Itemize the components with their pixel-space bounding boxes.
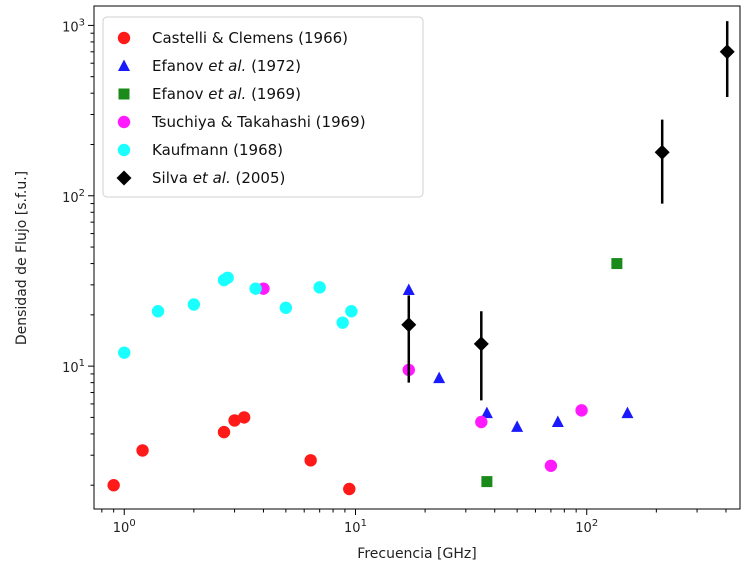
data-point (544, 459, 558, 472)
data-point (433, 371, 446, 384)
legend-marker (117, 115, 131, 129)
data-point (654, 144, 670, 160)
data-point (279, 301, 293, 314)
legend-marker (116, 170, 132, 186)
y-tick-label: 102 (62, 188, 85, 206)
data-point (480, 406, 493, 419)
x-tick-label: 100 (113, 518, 136, 536)
data-point (336, 316, 349, 329)
legend-box (102, 16, 424, 198)
data-point (481, 476, 493, 488)
data-point (345, 305, 358, 318)
data-markers (107, 21, 735, 496)
x-axis-label: Frecuencia [GHz] (357, 546, 476, 562)
data-point (343, 482, 356, 496)
data-point (187, 298, 201, 311)
legend-label: Efanov et al. (1972) (152, 57, 301, 75)
legend-marker (117, 143, 131, 157)
legend-label: Tsuchiya & Takahashi (1969) (151, 113, 366, 131)
data-point (719, 44, 735, 60)
data-point (313, 281, 326, 294)
data-point (511, 420, 524, 432)
legend-label: Silva et al. (2005) (152, 169, 285, 187)
legend-marker (118, 59, 130, 71)
data-point (621, 406, 634, 419)
x-tick-label: 101 (344, 518, 367, 536)
legend-label: Kaufmann (1968) (152, 141, 283, 159)
data-point (611, 258, 623, 270)
data-point (475, 415, 488, 429)
data-point (107, 479, 120, 492)
data-point (304, 454, 317, 467)
y-tick-label: 103 (62, 17, 85, 35)
legend-label: Efanov et al. (1969) (152, 85, 301, 103)
data-point (228, 414, 241, 427)
axis-ticks: 100 101 102 101 102 103 (62, 17, 727, 536)
data-point (249, 282, 262, 295)
data-point (551, 415, 564, 427)
data-point (217, 425, 231, 439)
data-point (473, 336, 489, 352)
data-point (221, 271, 234, 284)
data-point (401, 317, 417, 333)
data-point (118, 346, 131, 359)
data-point (575, 404, 588, 417)
data-point (151, 305, 165, 318)
y-axis-label: Densidad de Flujo [s.f.u.] (14, 171, 30, 345)
plot-frame (93, 5, 741, 510)
x-tick-label: 102 (575, 518, 598, 536)
data-point (237, 411, 251, 424)
legend-marker (117, 31, 131, 45)
data-point (402, 283, 415, 295)
y-tick-label: 101 (62, 358, 85, 376)
legend: Castelli & Clemens (1966) Efanov et al. (… (102, 16, 424, 198)
legend-label: Castelli & Clemens (1966) (152, 29, 348, 47)
legend-marker (118, 88, 130, 100)
data-point (136, 444, 149, 457)
